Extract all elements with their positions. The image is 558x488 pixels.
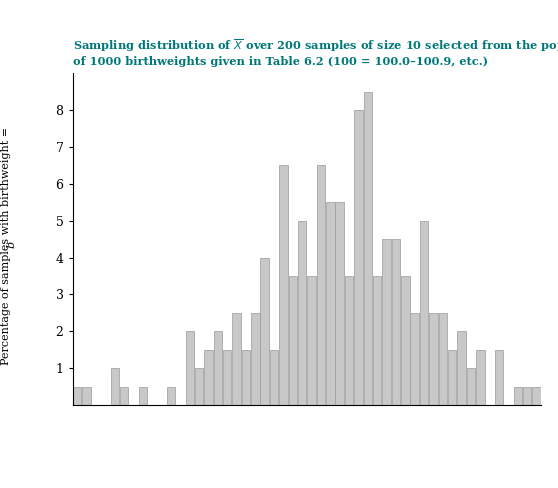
Bar — [185, 331, 194, 405]
Bar — [513, 386, 522, 405]
Bar — [232, 313, 241, 405]
Bar — [223, 350, 232, 405]
Text: Sampling distribution of $\overline{X}$ over 200 samples of size 10 selected fro: Sampling distribution of $\overline{X}$ … — [73, 37, 558, 67]
Bar — [167, 386, 175, 405]
Bar — [288, 276, 297, 405]
Bar — [195, 368, 203, 405]
Bar — [251, 313, 259, 405]
Bar — [326, 202, 335, 405]
Bar — [298, 221, 306, 405]
Bar — [110, 368, 119, 405]
Bar — [354, 110, 363, 405]
Bar — [411, 313, 419, 405]
Bar — [242, 350, 250, 405]
Bar — [495, 350, 503, 405]
Bar — [261, 258, 269, 405]
Bar — [335, 202, 344, 405]
Bar — [204, 350, 213, 405]
Bar — [476, 350, 484, 405]
Bar — [364, 92, 372, 405]
Bar — [392, 239, 400, 405]
Bar — [466, 368, 475, 405]
Bar — [73, 386, 81, 405]
Bar — [448, 350, 456, 405]
Bar — [420, 221, 429, 405]
Bar — [138, 386, 147, 405]
Bar — [120, 386, 128, 405]
Bar — [401, 276, 410, 405]
Text: b: b — [6, 241, 16, 247]
Bar — [373, 276, 382, 405]
Bar — [523, 386, 531, 405]
Bar — [458, 331, 466, 405]
Bar — [429, 313, 437, 405]
Bar — [345, 276, 353, 405]
Bar — [382, 239, 391, 405]
Bar — [270, 350, 278, 405]
Bar — [83, 386, 91, 405]
Text: Percentage of samples with birthweight =: Percentage of samples with birthweight = — [1, 123, 11, 365]
Bar — [532, 386, 541, 405]
Bar — [439, 313, 447, 405]
Bar — [317, 165, 325, 405]
Bar — [214, 331, 222, 405]
Bar — [307, 276, 316, 405]
Bar — [279, 165, 288, 405]
